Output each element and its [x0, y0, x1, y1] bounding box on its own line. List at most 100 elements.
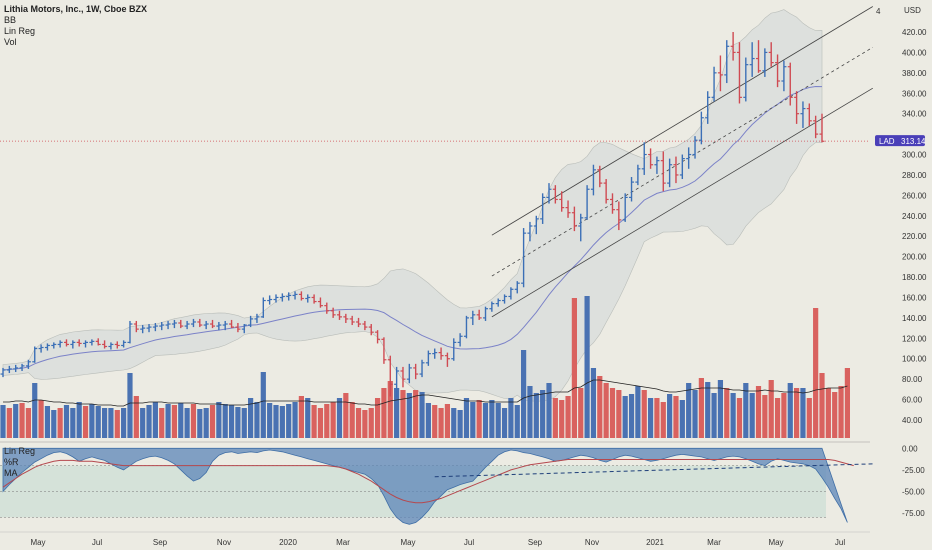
volume-bar [25, 408, 31, 438]
ohlc-bar [813, 115, 819, 139]
volume-bar [647, 398, 654, 438]
ohlc-bar [629, 176, 635, 202]
ohlc-bar [229, 319, 235, 329]
volume-bar [70, 408, 76, 438]
price-tick-label: 120.00 [902, 334, 927, 343]
volume-bar [248, 398, 254, 438]
volume-bar [343, 393, 349, 438]
ohlc-bar [375, 330, 381, 344]
volume-bar [279, 406, 285, 438]
ohlc-bar [260, 297, 266, 318]
price-axis: 40.00 60.00 80.00 100.00 120.00 140.00 160.00 1… [902, 28, 927, 425]
volume-bar [501, 408, 508, 438]
volume-bar [635, 386, 641, 438]
volume-bar [190, 404, 197, 438]
volume-bar [571, 298, 577, 438]
volume-bar [51, 410, 57, 438]
price-tick-label: 220.00 [902, 232, 927, 241]
ohlc-bar [711, 66, 717, 102]
ohlc-bar [451, 338, 457, 361]
volume-bar [736, 398, 743, 438]
ohlc-bar [317, 297, 323, 308]
osc-tick-label: -50.00 [902, 487, 925, 496]
ohlc-bar [254, 313, 260, 323]
volume-bar [660, 402, 666, 438]
ohlc-bar [730, 32, 736, 61]
ohlc-bar [44, 343, 50, 351]
ohlc-bar [698, 111, 704, 145]
time-tick-label: May [30, 538, 45, 547]
ohlc-bar [800, 101, 806, 128]
time-tick-label: Mar [336, 538, 350, 547]
volume-bar [698, 378, 704, 438]
ohlc-bar [667, 158, 673, 188]
bb-basis-line [2, 85, 823, 371]
volume-bar [13, 404, 19, 438]
volume-bar [565, 396, 571, 438]
ohlc-bar [356, 317, 362, 328]
volume-bar [317, 408, 324, 438]
volume-bar [171, 405, 178, 438]
volume-bar [216, 402, 222, 438]
volume-bar [527, 386, 533, 438]
sub-indicator-pct-r[interactable]: %R [4, 457, 19, 467]
sub-indicator-lin-reg[interactable]: Lin Reg [4, 446, 36, 456]
ohlc-bar [603, 179, 609, 204]
volume-bar [768, 380, 774, 438]
price-tick-label: 60.00 [902, 396, 923, 405]
volume-bar [38, 400, 44, 438]
volume-bar [368, 408, 374, 438]
volume-bar [101, 408, 108, 438]
indicator-bb[interactable]: BB [4, 15, 17, 25]
ohlc-bar [552, 185, 558, 204]
volume-bar [311, 405, 317, 438]
sub-indicator-ma[interactable]: MA [4, 468, 18, 478]
volume-bar [578, 388, 584, 438]
volume-bar [813, 308, 819, 438]
price-badge-symbol: LAD [879, 137, 895, 146]
ohlc-bar [413, 363, 419, 380]
volume-bar [654, 398, 660, 438]
volume-bar [603, 383, 609, 438]
ohlc-bar [660, 151, 666, 192]
ohlc-bar [743, 57, 749, 102]
ohlc-bar [590, 164, 596, 196]
ohlc-bar [13, 364, 19, 373]
osc-tick-label: -25.00 [902, 466, 925, 475]
volume-ma-line [3, 379, 848, 407]
indicator-lin-reg[interactable]: Lin Reg [4, 26, 36, 36]
chart-legend: Lithia Motors, Inc., 1W, Cboe BZX BB Lin… [4, 4, 147, 48]
ohlc-bar [248, 315, 254, 328]
price-tick-label: 300.00 [902, 151, 927, 160]
volume-bar [825, 388, 831, 438]
volume-bar [273, 405, 279, 438]
volume-bar [400, 390, 406, 438]
volume-bar [209, 405, 216, 438]
ohlc-bar [387, 355, 393, 397]
volume-bar [387, 381, 393, 438]
volume-bar [413, 390, 419, 438]
currency-label: USD [904, 6, 921, 15]
osc-ma-line [2, 459, 854, 504]
ohlc-bar [324, 302, 330, 314]
volume-bar [178, 403, 184, 438]
volume-bar [749, 393, 755, 438]
ohlc-bar [717, 55, 723, 92]
volume-bar [76, 402, 82, 438]
volume-bar [241, 408, 247, 438]
ohlc-bar [235, 323, 241, 333]
volume-bar [755, 386, 762, 438]
ohlc-bar [19, 363, 25, 371]
ohlc-bar [648, 148, 654, 169]
volume-bar [381, 388, 387, 438]
volume-bar [832, 392, 838, 438]
ohlc-bar [768, 42, 774, 67]
volume-bar [451, 408, 457, 438]
volume-bar [425, 403, 431, 438]
indicator-vol[interactable]: Vol [4, 37, 17, 47]
price-tick-label: 240.00 [902, 212, 927, 221]
volume-bars [0, 296, 850, 438]
time-tick-label: 2020 [279, 538, 297, 547]
chart-title[interactable]: Lithia Motors, Inc., 1W, Cboe BZX [4, 4, 148, 14]
